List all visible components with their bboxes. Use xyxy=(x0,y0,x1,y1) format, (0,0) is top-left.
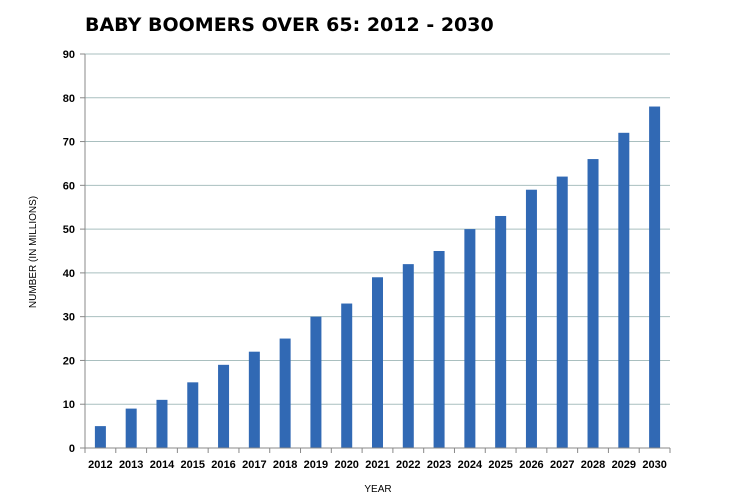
x-tick-label: 2021 xyxy=(365,459,389,471)
bar-2012 xyxy=(94,426,106,448)
x-axis-title: YEAR xyxy=(364,484,391,495)
x-tick-label: 2025 xyxy=(488,459,512,471)
x-tick-label: 2020 xyxy=(334,459,358,471)
y-tick-label: 50 xyxy=(63,224,75,236)
bar-2022 xyxy=(402,264,414,448)
x-tick-label: 2028 xyxy=(581,459,605,471)
y-tick-labels: 0 10 20 30 40 50 60 70 80 90 xyxy=(63,49,75,455)
bar-2015 xyxy=(187,382,199,448)
x-tick-label: 2015 xyxy=(181,459,205,471)
x-tick-label: 2013 xyxy=(119,459,143,471)
bar-2027 xyxy=(556,176,568,449)
y-tick-label: 10 xyxy=(63,399,75,411)
x-tick-labels: 2012 2013 2014 2015 2016 2017 2018 2019 2020 2021… xyxy=(88,459,667,471)
bars xyxy=(94,106,661,449)
y-tick-label: 40 xyxy=(63,268,75,280)
x-tick-label: 2023 xyxy=(427,459,451,471)
y-axis-title: NUMBER (IN MILLIONS) xyxy=(28,196,39,308)
bar-2019 xyxy=(310,316,322,448)
bar-2020 xyxy=(341,303,353,448)
bar-2028 xyxy=(587,159,599,449)
x-tick-label: 2016 xyxy=(211,459,235,471)
bar-2013 xyxy=(125,408,137,448)
bar-2023 xyxy=(433,251,445,448)
bar-2025 xyxy=(495,215,507,448)
y-tick-label: 90 xyxy=(63,49,75,61)
x-tick-label: 2026 xyxy=(519,459,543,471)
y-tick-label: 60 xyxy=(63,180,75,192)
axes xyxy=(80,53,671,453)
x-tick-label: 2017 xyxy=(242,459,266,471)
x-tick-label: 2022 xyxy=(396,459,420,471)
bar-2030 xyxy=(649,106,661,449)
y-tick-label: 80 xyxy=(63,93,75,105)
x-tick-label: 2030 xyxy=(642,459,666,471)
bar-2024 xyxy=(464,229,476,448)
x-tick-label: 2027 xyxy=(550,459,574,471)
bar-2017 xyxy=(248,351,260,448)
x-tick-label: 2024 xyxy=(458,459,483,471)
x-tick-label: 2014 xyxy=(150,459,175,471)
bar-2018 xyxy=(279,338,291,448)
x-tick-label: 2018 xyxy=(273,459,297,471)
y-tick-label: 20 xyxy=(63,355,75,367)
x-tick-label: 2029 xyxy=(612,459,636,471)
chart-title: BABY BOOMERS OVER 65: 2012 - 2030 xyxy=(85,14,494,36)
x-tick-label: 2019 xyxy=(304,459,328,471)
y-tick-label: 30 xyxy=(63,312,75,324)
bar-2014 xyxy=(156,399,168,448)
y-tick-label: 0 xyxy=(69,443,75,455)
x-tick-label: 2012 xyxy=(88,459,112,471)
bar-2016 xyxy=(218,364,230,448)
bar-2029 xyxy=(618,132,630,449)
bar-2026 xyxy=(525,189,537,448)
y-tick-label: 70 xyxy=(63,137,75,149)
bar-2021 xyxy=(372,277,383,448)
